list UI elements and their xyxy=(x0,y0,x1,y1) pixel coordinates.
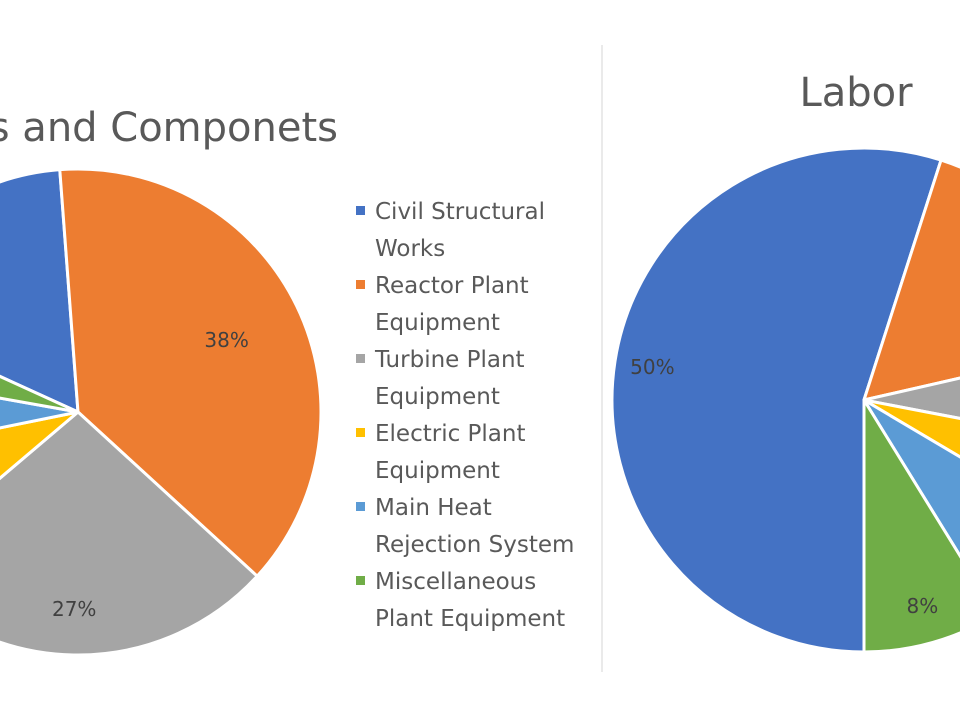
legend-label-line: Equipment xyxy=(375,458,500,484)
pie-slice-materials-civil-structural-works xyxy=(0,168,80,414)
pie-slice-materials-reactor-plant-equipment xyxy=(58,167,323,578)
legend: Civil Structural Works Reactor Plant Equip… xyxy=(356,199,574,632)
pie-slices-materials xyxy=(0,167,323,657)
legend-item-reactor-plant-equipment: Reactor Plant Equipment xyxy=(356,273,529,336)
legend-swatch xyxy=(356,502,365,511)
data-label-labor-civil-structural-works: 50% xyxy=(630,355,674,379)
legend-swatch xyxy=(356,280,365,289)
pie-slice-materials-main-heat-rejection-system xyxy=(0,396,80,430)
legend-label-line: Plant Equipment xyxy=(375,606,565,632)
legend-label-line: Works xyxy=(375,236,445,262)
pie-slice-labor-civil-structural-works xyxy=(610,146,943,654)
legend-swatch xyxy=(356,576,365,585)
legend-label-line: Equipment xyxy=(375,384,500,410)
legend-item-main-heat-rejection-system: Main Heat Rejection System xyxy=(356,495,574,558)
legend-swatch xyxy=(356,354,365,363)
pie-slices-labor xyxy=(610,146,960,654)
chart-title-materials: ls and Componets xyxy=(0,105,338,151)
pie-slice-materials-turbine-plant-equipment xyxy=(0,410,259,657)
legend-item-electric-plant-equipment: Electric Plant Equipment xyxy=(356,421,526,484)
data-label-labor-miscellaneous-plant-equipment: 8% xyxy=(907,594,939,618)
data-label-materials-reactor-plant-equipment: 38% xyxy=(204,328,248,352)
legend-label-line: Electric Plant xyxy=(375,421,526,447)
legend-item-miscellaneous-plant-equipment: Miscellaneous Plant Equipment xyxy=(356,569,565,632)
pie-slice-materials-electric-plant-equipment xyxy=(0,410,80,481)
legend-label-line: Equipment xyxy=(375,310,500,336)
pie-slice-labor-reactor-plant-equipment xyxy=(862,158,960,402)
legend-label-line: Reactor Plant xyxy=(375,273,529,299)
legend-item-turbine-plant-equipment: Turbine Plant Equipment xyxy=(356,347,525,410)
legend-label-line: Miscellaneous xyxy=(375,569,536,595)
pie-slice-labor-miscellaneous-plant-equipment xyxy=(862,398,960,654)
legend-item-civil-structural-works: Civil Structural Works xyxy=(356,199,545,262)
pie-slice-labor-turbine-plant-equipment xyxy=(862,376,960,420)
legend-label-line: Main Heat xyxy=(375,495,492,521)
legend-label-line: Turbine Plant xyxy=(374,347,525,373)
legend-label-line: Rejection System xyxy=(375,532,574,558)
pie-slice-labor-electric-plant-equipment xyxy=(862,398,960,459)
data-label-materials-turbine-plant-equipment: 27% xyxy=(52,597,96,621)
chart-title-labor: Labor xyxy=(799,70,913,116)
legend-swatch xyxy=(356,206,365,215)
pie-chart-labor: Labor 50%158% xyxy=(610,70,960,654)
data-labels-labor: 50%158% xyxy=(630,355,939,618)
data-labels-materials: 38% 27% xyxy=(52,328,249,621)
legend-swatch xyxy=(356,428,365,437)
legend-label-line: Civil Structural xyxy=(375,199,545,225)
pie-chart-materials: ls and Componets 38% 27% xyxy=(0,105,338,657)
pie-slice-materials-miscellaneous-plant-equipment xyxy=(0,374,80,414)
